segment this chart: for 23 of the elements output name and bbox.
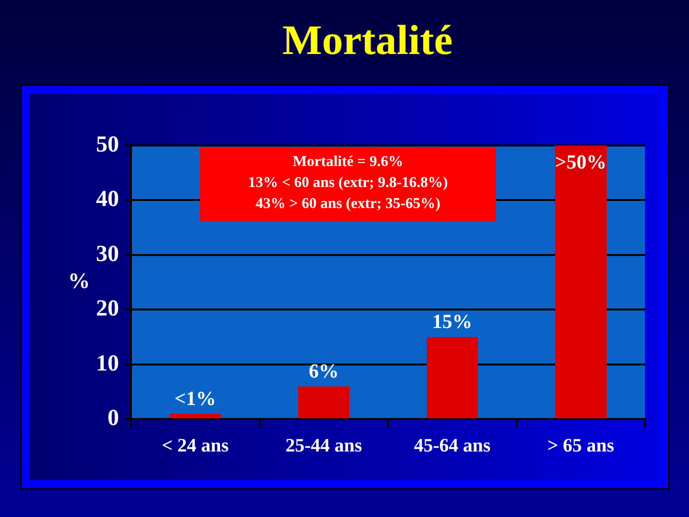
x-tick-label: < 24 ans	[162, 436, 229, 457]
y-tick-label: 30	[96, 240, 119, 266]
y-tick-label: 20	[96, 296, 119, 321]
x-tick-label: > 65 ans	[547, 436, 614, 457]
annotation: Mortalité = 9.6%	[292, 153, 404, 172]
y-tick-label: 40	[96, 186, 119, 212]
bar	[555, 145, 606, 418]
data-label: 15%	[432, 311, 472, 334]
annotation: 43% > 60 ans (extr; 35-65%)	[254, 195, 442, 214]
annotation: 13% < 60 ans (extr; 9.8-16.8%)	[247, 174, 449, 194]
y-axis-title: %	[68, 268, 90, 293]
data-label: <1%	[174, 388, 216, 410]
bar	[170, 414, 221, 418]
y-tick-label: 10	[96, 350, 119, 376]
data-label: >50%	[555, 152, 606, 174]
y-tick-label: 50	[96, 131, 119, 156]
data-label: 6%	[308, 360, 339, 383]
bar	[298, 386, 350, 418]
y-tick-label: 0	[108, 405, 119, 430]
x-tick-label: 45-64 ans	[414, 436, 491, 457]
x-tick-label: 25-44 ans	[285, 436, 362, 457]
chart-title: Mortalité	[282, 18, 453, 64]
bar	[426, 337, 478, 418]
